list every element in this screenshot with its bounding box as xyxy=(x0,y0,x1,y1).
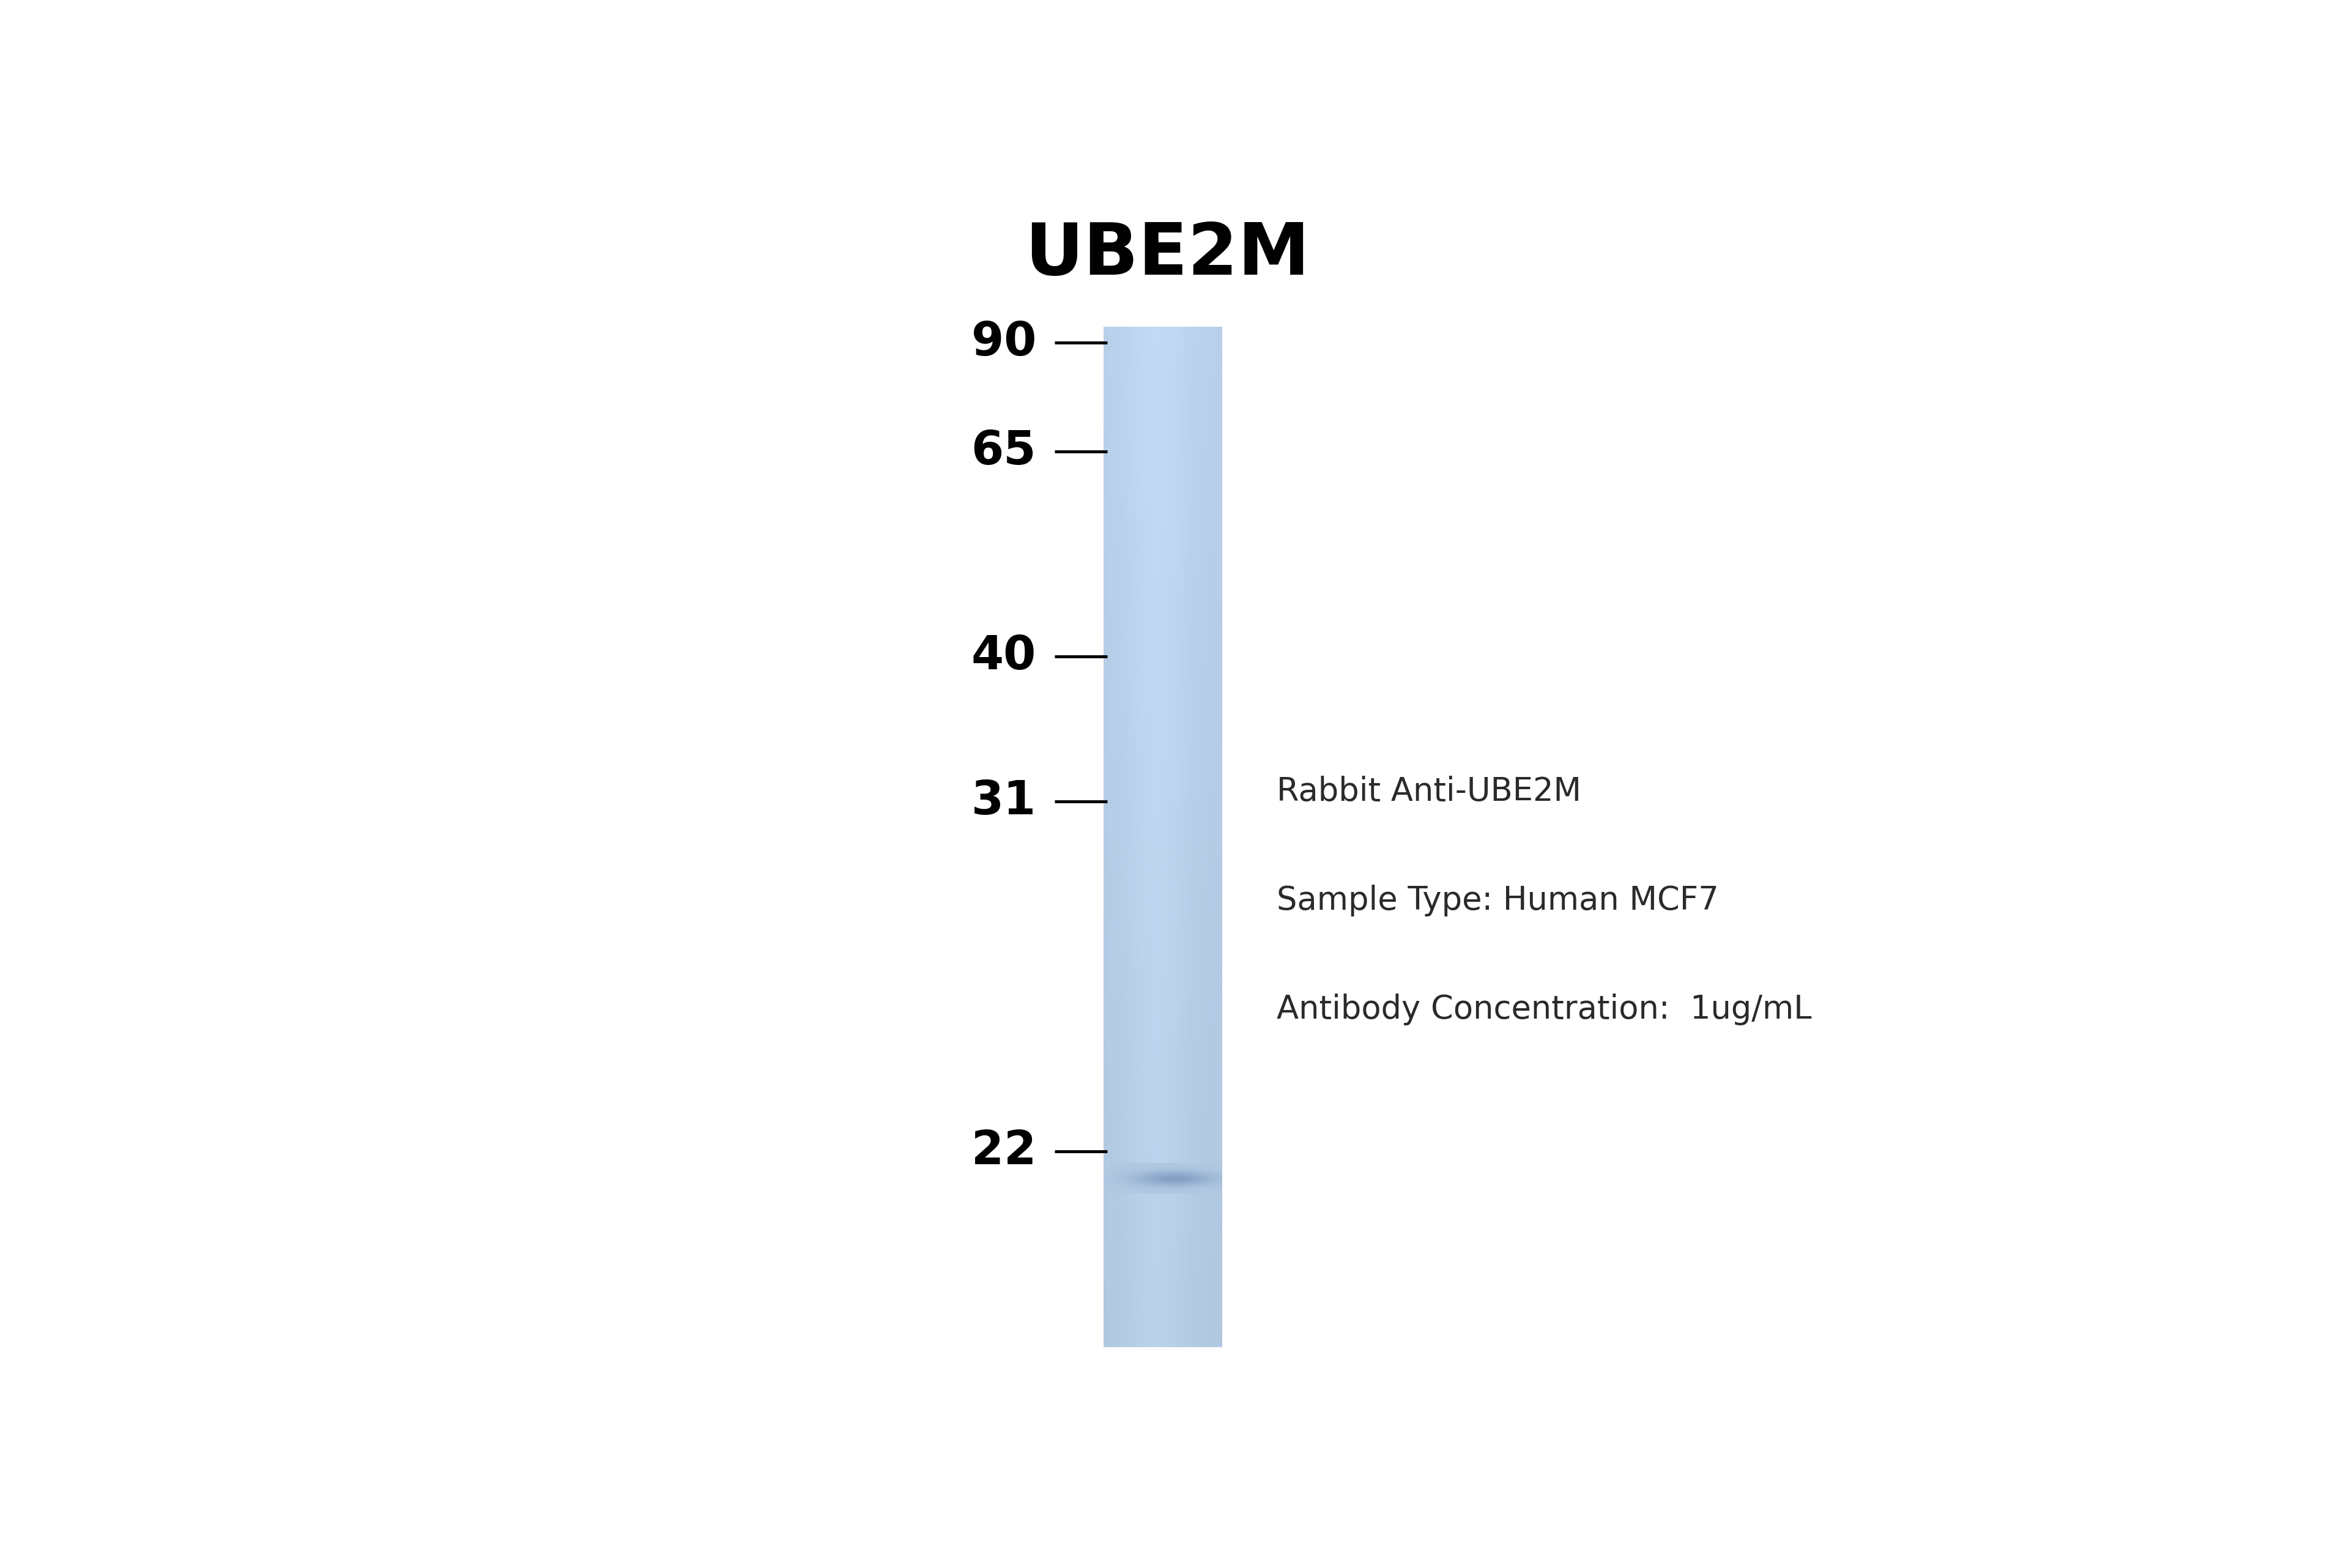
Text: 65: 65 xyxy=(970,428,1036,474)
Text: 31: 31 xyxy=(972,779,1036,825)
Text: Sample Type: Human MCF7: Sample Type: Human MCF7 xyxy=(1278,884,1719,916)
Text: Rabbit Anti-UBE2M: Rabbit Anti-UBE2M xyxy=(1278,776,1581,808)
Text: 22: 22 xyxy=(972,1129,1036,1174)
Text: 40: 40 xyxy=(972,633,1036,679)
Text: 90: 90 xyxy=(970,320,1036,365)
Text: UBE2M: UBE2M xyxy=(1024,220,1311,290)
Text: Antibody Concentration:  1ug/mL: Antibody Concentration: 1ug/mL xyxy=(1278,993,1811,1025)
